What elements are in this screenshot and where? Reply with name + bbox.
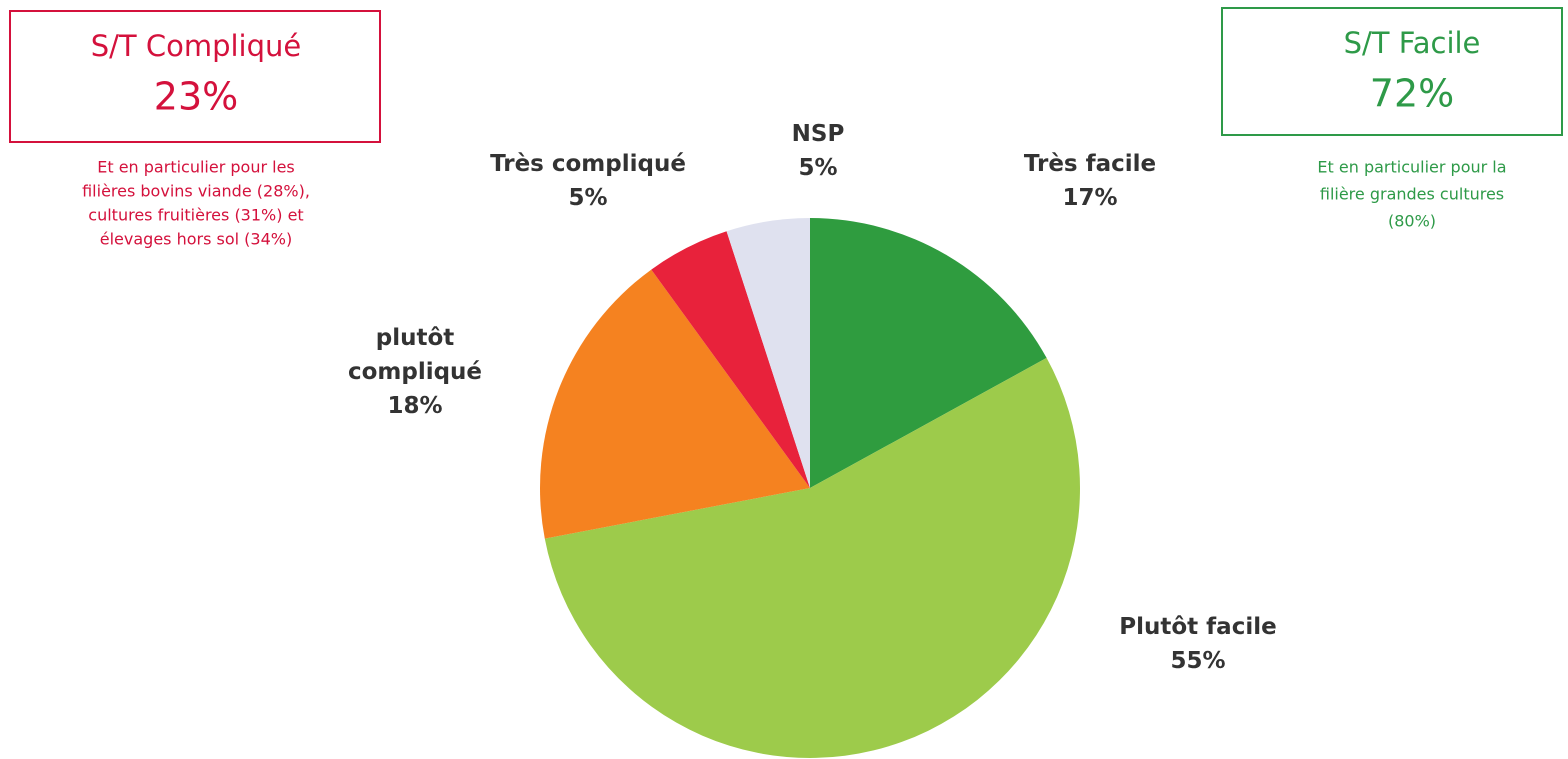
summary-box: [9, 10, 381, 143]
slice-label: plutôt compliqué 18%: [340, 321, 490, 423]
box-title: S/T Compliqué: [91, 29, 302, 63]
pie-slice: [726, 218, 810, 488]
box-note: filières bovins viande (28%),: [82, 182, 310, 201]
summary-box: [1221, 7, 1563, 136]
box-value: 23%: [154, 75, 238, 119]
pie-slice: [540, 269, 810, 539]
box-value: 72%: [1370, 72, 1454, 116]
box-note: (80%): [1388, 212, 1436, 231]
category-name: NSP: [791, 121, 845, 147]
value-label: 17%: [1062, 185, 1118, 211]
slice-label: Très facile 17%: [970, 147, 1210, 215]
value-label: 55%: [1170, 648, 1226, 674]
value-label: 5%: [798, 155, 838, 181]
category-name: Très compliqué: [490, 151, 686, 177]
category-name: plutôt compliqué: [347, 325, 483, 385]
pie-slice: [544, 357, 1080, 759]
box-note: élevages hors sol (34%): [100, 230, 292, 249]
box-title: S/T Facile: [1344, 26, 1481, 60]
box-note: Et en particulier pour la: [1317, 158, 1506, 177]
pie-slice: [810, 218, 1047, 488]
box-note: Et en particulier pour les: [97, 158, 295, 177]
value-label: 5%: [568, 185, 608, 211]
box-note: filière grandes cultures: [1320, 185, 1504, 204]
slice-label: Plutôt facile 55%: [1078, 610, 1318, 678]
category-name: Plutôt facile: [1119, 614, 1277, 640]
slice-label: Très compliqué 5%: [468, 147, 708, 215]
category-name: Très facile: [1023, 151, 1157, 177]
box-note: cultures fruitières (31%) et: [88, 206, 303, 225]
value-label: 18%: [387, 393, 443, 419]
slice-label: NSP 5%: [698, 117, 938, 185]
pie-slice: [651, 231, 810, 489]
